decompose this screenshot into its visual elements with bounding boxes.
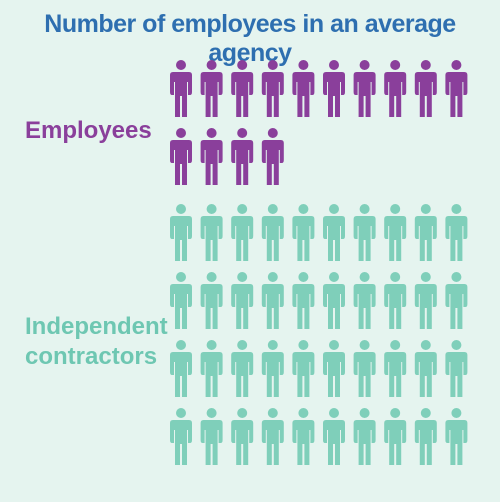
- contractor-person-icon: [261, 204, 284, 261]
- contractor-person-icon: [323, 272, 345, 329]
- employees-label: Employees: [25, 116, 152, 146]
- employee-person-icon: [170, 60, 192, 117]
- employee-person-icon: [414, 60, 437, 117]
- contractor-person-icon: [353, 408, 376, 465]
- employee-person-icon: [323, 60, 345, 117]
- employee-person-icon: [292, 60, 315, 117]
- contractor-person-icon: [231, 340, 254, 397]
- employee-person-icon: [384, 60, 407, 117]
- contractor-person-icon: [384, 204, 407, 261]
- contractor-person-icon: [292, 272, 315, 329]
- contractor-person-icon: [170, 204, 192, 261]
- contractor-person-icon: [200, 340, 223, 397]
- contractor-person-icon: [231, 272, 254, 329]
- contractor-person-icon: [353, 340, 376, 397]
- contractor-person-icon: [231, 204, 254, 261]
- employee-person-icon: [231, 60, 254, 117]
- contractors-label-line-2: contractors: [25, 343, 158, 370]
- contractor-person-icon: [261, 408, 284, 465]
- contractor-person-icon: [261, 272, 284, 329]
- contractor-person-icon: [445, 408, 468, 465]
- contractor-person-icon: [414, 204, 437, 261]
- contractor-person-icon: [170, 340, 192, 397]
- contractor-person-icon: [323, 204, 345, 261]
- contractor-person-icon: [384, 340, 407, 397]
- contractor-person-icon: [414, 340, 437, 397]
- contractor-person-icon: [292, 408, 315, 465]
- contractor-person-icon: [292, 340, 315, 397]
- contractor-person-icon: [323, 340, 345, 397]
- contractor-person-icon: [445, 272, 468, 329]
- employee-person-icon: [231, 128, 254, 185]
- contractors-label: Independent contractors: [25, 312, 175, 372]
- contractor-person-icon: [353, 272, 376, 329]
- employee-person-icon: [200, 128, 223, 185]
- employee-person-icon: [261, 128, 284, 185]
- contractor-person-icon: [323, 408, 345, 465]
- employee-person-icon: [353, 60, 376, 117]
- contractor-person-icon: [445, 204, 468, 261]
- contractor-person-icon: [414, 272, 437, 329]
- contractor-person-icon: [384, 408, 407, 465]
- contractors-label-line-1: Independent: [25, 313, 168, 340]
- contractor-person-icon: [170, 408, 192, 465]
- chart-title: Number of employees in an average agency: [44, 10, 456, 67]
- contractor-person-icon: [292, 204, 315, 261]
- contractor-person-icon: [200, 272, 223, 329]
- contractor-person-icon: [200, 408, 223, 465]
- contractor-person-icon: [384, 272, 407, 329]
- contractor-person-icon: [231, 408, 254, 465]
- employee-person-icon: [200, 60, 223, 117]
- contractor-person-icon: [170, 272, 192, 329]
- contractor-person-icon: [414, 408, 437, 465]
- employee-person-icon: [170, 128, 192, 185]
- employee-person-icon: [445, 60, 468, 117]
- contractor-person-icon: [445, 340, 468, 397]
- employee-person-icon: [261, 60, 284, 117]
- contractor-person-icon: [200, 204, 223, 261]
- contractor-person-icon: [353, 204, 376, 261]
- contractor-person-icon: [261, 340, 284, 397]
- employees-label-line: Employees: [25, 117, 152, 144]
